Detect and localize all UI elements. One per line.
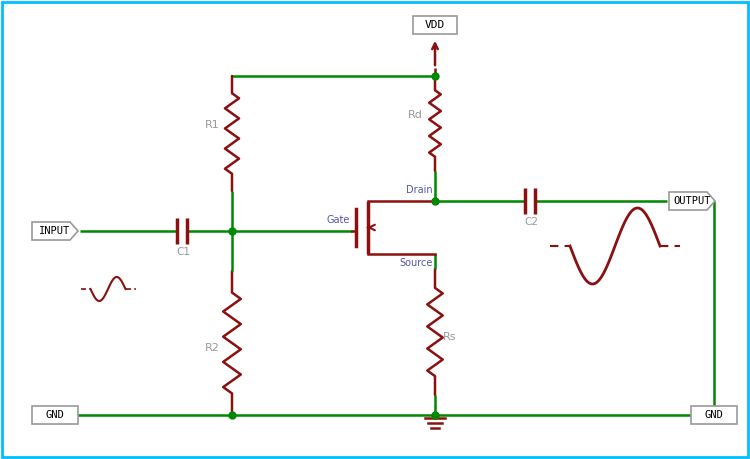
Text: R1: R1 bbox=[206, 121, 220, 130]
Text: GND: GND bbox=[705, 410, 723, 420]
FancyBboxPatch shape bbox=[413, 16, 457, 34]
Text: Rs: Rs bbox=[443, 332, 457, 342]
Text: Source: Source bbox=[400, 258, 433, 268]
Text: C1: C1 bbox=[176, 247, 190, 257]
Text: GND: GND bbox=[46, 410, 64, 420]
Text: VDD: VDD bbox=[424, 20, 445, 30]
Polygon shape bbox=[691, 406, 737, 424]
Polygon shape bbox=[669, 192, 715, 210]
Polygon shape bbox=[32, 406, 78, 424]
Text: INPUT: INPUT bbox=[39, 226, 70, 236]
Text: R2: R2 bbox=[205, 343, 220, 353]
Text: Drain: Drain bbox=[406, 185, 433, 195]
Text: C2: C2 bbox=[524, 217, 538, 227]
Text: OUTPUT: OUTPUT bbox=[674, 196, 711, 206]
Polygon shape bbox=[32, 222, 78, 240]
Text: Gate: Gate bbox=[327, 215, 350, 225]
Text: Rd: Rd bbox=[408, 111, 423, 121]
